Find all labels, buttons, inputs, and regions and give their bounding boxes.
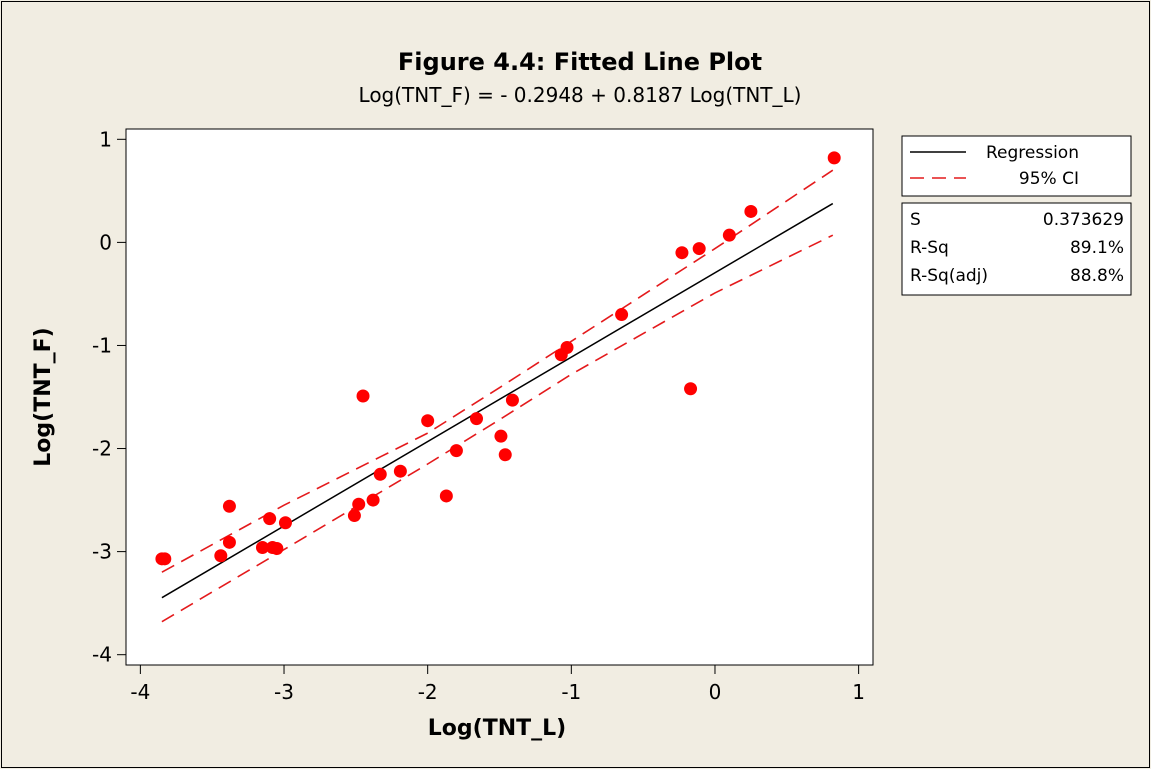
legend-box xyxy=(901,135,1132,197)
data-point xyxy=(494,429,508,443)
y-tick-label: -3 xyxy=(92,540,112,564)
data-point xyxy=(270,542,284,556)
data-point xyxy=(393,464,407,478)
legend-regression-label: Regression xyxy=(986,143,1079,163)
stat-s-label: S xyxy=(910,210,921,230)
data-point xyxy=(263,512,277,526)
legend-ci-label: 95% CI xyxy=(1019,169,1079,189)
data-point xyxy=(222,535,236,549)
y-tick-label: 0 xyxy=(99,230,112,254)
data-point xyxy=(827,151,841,165)
data-point xyxy=(352,497,366,511)
data-point xyxy=(744,204,758,218)
y-axis-title: Log(TNT_F) xyxy=(31,327,56,466)
y-axis-ticks: -4 -3 -2 -1 0 1 xyxy=(92,127,126,667)
y-tick-label: 1 xyxy=(99,127,112,151)
data-point xyxy=(373,467,387,481)
data-point xyxy=(470,412,484,426)
data-point xyxy=(505,393,519,407)
data-point xyxy=(675,246,689,260)
ci-upper-line xyxy=(161,169,834,573)
chart-title: Figure 4.4: Fitted Line Plot xyxy=(398,48,762,76)
ci-lines xyxy=(161,169,834,623)
x-tick-label: -2 xyxy=(418,680,438,704)
x-tick-label: 1 xyxy=(852,680,865,704)
data-point xyxy=(439,489,453,503)
stat-rsqadj-label: R-Sq(adj) xyxy=(910,266,988,286)
ci-lower-line xyxy=(161,234,834,623)
data-point xyxy=(347,509,361,523)
chart-subtitle: Log(TNT_F) = - 0.2948 + 0.8187 Log(TNT_L… xyxy=(359,83,802,107)
data-point xyxy=(692,242,706,256)
data-point xyxy=(158,552,172,566)
data-point xyxy=(421,414,435,428)
y-tick-label: -4 xyxy=(92,643,112,667)
x-tick-label: -4 xyxy=(130,680,150,704)
data-point xyxy=(560,341,574,355)
stat-s-value: 0.373629 xyxy=(1043,210,1124,230)
data-point xyxy=(366,493,380,507)
data-point xyxy=(278,516,292,530)
data-points xyxy=(155,151,841,566)
data-point xyxy=(222,499,236,513)
plot-area xyxy=(125,128,874,666)
y-tick-label: -1 xyxy=(92,333,112,357)
regression-line xyxy=(161,202,834,599)
y-tick-label: -2 xyxy=(92,437,112,461)
data-point xyxy=(615,308,629,322)
stat-rsq-value: 89.1% xyxy=(1070,238,1124,258)
data-point xyxy=(356,389,370,403)
data-point xyxy=(255,540,269,554)
data-point xyxy=(722,228,736,242)
x-axis-title: Log(TNT_L) xyxy=(428,716,566,741)
stat-rsq-label: R-Sq xyxy=(910,238,949,258)
x-tick-label: 0 xyxy=(709,680,722,704)
x-axis-ticks: -4 -3 -2 -1 0 1 xyxy=(130,665,865,704)
regression-line-group xyxy=(161,202,834,599)
data-point xyxy=(498,448,512,462)
data-point xyxy=(449,444,463,458)
x-tick-label: -1 xyxy=(561,680,581,704)
x-tick-label: -3 xyxy=(274,680,294,704)
stat-rsqadj-value: 88.8% xyxy=(1070,266,1124,286)
data-point xyxy=(684,382,698,396)
stats-box xyxy=(901,202,1132,296)
data-point xyxy=(214,549,228,563)
